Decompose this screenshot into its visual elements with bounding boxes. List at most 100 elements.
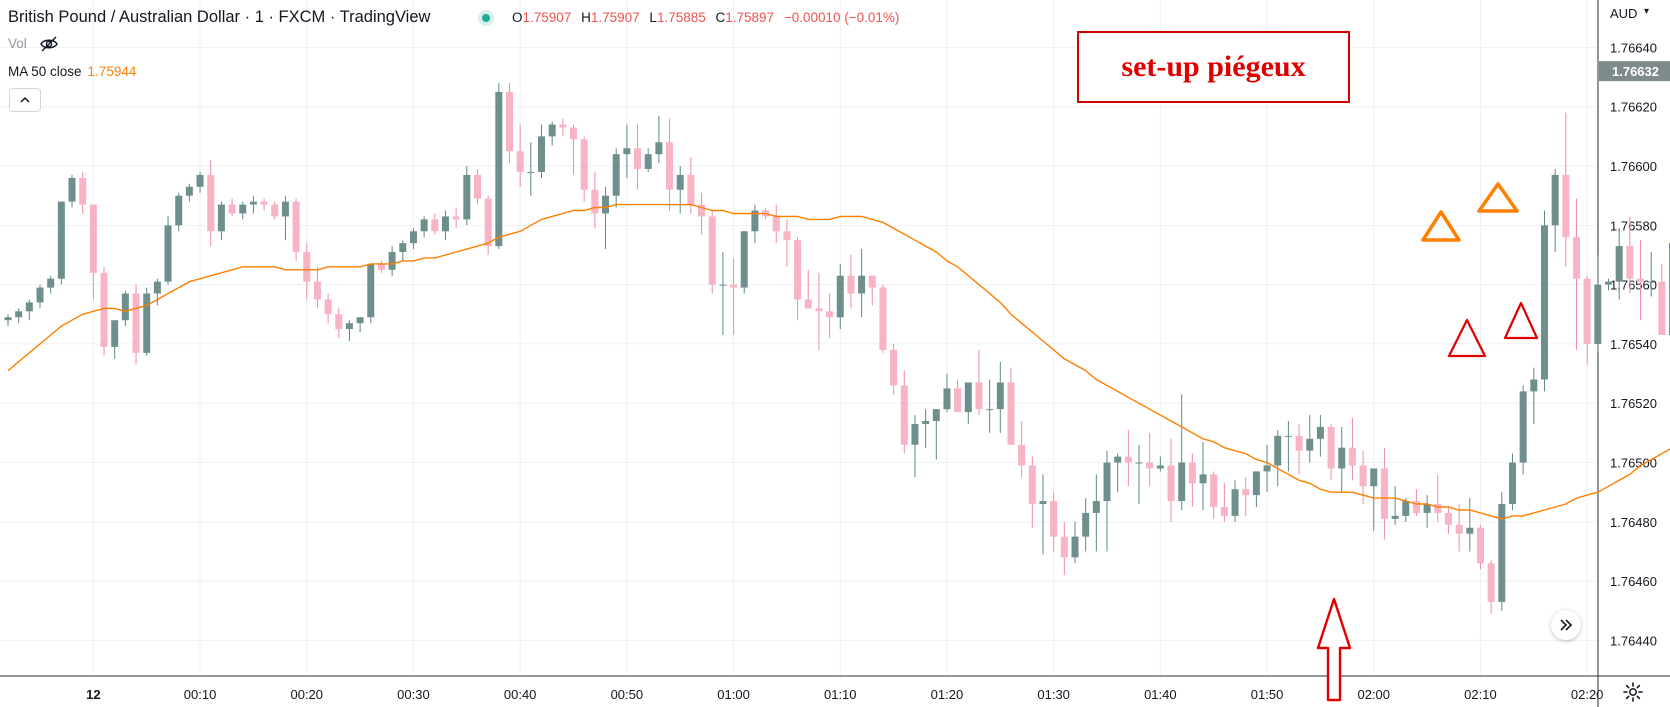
current-price-label: 1.76632	[1612, 64, 1659, 79]
candle-body	[111, 320, 119, 347]
currency-dropdown-icon[interactable]: ▾	[1644, 6, 1650, 17]
candle-body	[239, 204, 247, 214]
candle-body	[804, 299, 812, 309]
ma-indicator-legend[interactable]: MA 50 close 1.75944	[8, 64, 136, 79]
candle-body	[271, 204, 279, 217]
time-tick-label: 02:20	[1571, 687, 1604, 702]
candle-body	[1519, 391, 1527, 463]
candle-body	[15, 311, 23, 318]
candle-body	[826, 311, 834, 318]
hidden-eye-icon[interactable]	[39, 35, 59, 53]
candle-body	[1295, 435, 1303, 451]
time-tick-label: 00:30	[397, 687, 430, 702]
candle-body	[1018, 444, 1026, 466]
candle-body	[623, 148, 631, 155]
candle-body	[1605, 281, 1612, 285]
candle-body	[1039, 501, 1047, 505]
candle-body	[388, 252, 396, 270]
candle-body	[441, 216, 449, 232]
price-tick-label: 1.76520	[1610, 396, 1657, 411]
candle-body	[420, 219, 428, 232]
candle-body	[1007, 382, 1015, 445]
candle-body	[4, 317, 12, 321]
candle-body	[335, 314, 343, 330]
candle-body	[730, 284, 738, 288]
candle-body	[196, 174, 204, 187]
price-tick-label: 1.76480	[1610, 515, 1657, 530]
price-tick-label: 1.76580	[1610, 218, 1657, 233]
candle-body	[1156, 465, 1164, 469]
candle-body	[538, 136, 545, 172]
time-tick-label: 01:40	[1144, 687, 1177, 702]
volume-indicator-label[interactable]: Vol	[8, 36, 27, 51]
candle-body	[634, 148, 642, 169]
candle-body	[57, 201, 65, 279]
candle-body	[217, 204, 225, 232]
legend-header: British Pound / Australian Dollar · 1 · …	[0, 0, 1595, 34]
candle-body	[580, 139, 588, 190]
candle-body	[1338, 447, 1346, 469]
candle-body	[68, 177, 76, 202]
candle-body	[1103, 462, 1111, 502]
candle-body	[1028, 465, 1036, 505]
annotation-text-box[interactable]: set-up piégeux	[1077, 31, 1350, 103]
candle-body	[324, 299, 332, 315]
candle-body	[1551, 174, 1559, 226]
time-tick-label: 02:00	[1357, 687, 1390, 702]
candle-body	[1220, 507, 1228, 516]
price-tick-label: 1.76540	[1610, 337, 1657, 352]
change-value: −0.00010 (−0.01%)	[783, 10, 900, 25]
candle-body	[922, 421, 930, 424]
candle-body	[1050, 501, 1058, 537]
candle-body	[1498, 504, 1506, 602]
candle-body	[1423, 504, 1431, 513]
scroll-to-realtime-button[interactable]	[1551, 610, 1581, 640]
candle-body	[345, 323, 353, 330]
candle-body	[943, 388, 951, 410]
collapse-legend-button[interactable]	[9, 88, 41, 112]
candle-body	[1348, 447, 1356, 466]
candle-body	[1316, 426, 1324, 439]
double-chevron-right-icon	[1560, 619, 1573, 631]
symbol-title[interactable]: British Pound / Australian Dollar · 1 · …	[8, 8, 431, 26]
candle-body	[260, 201, 268, 205]
candle-body	[132, 293, 140, 353]
candle-body	[847, 275, 855, 294]
candle-body	[463, 174, 471, 220]
currency-label[interactable]: AUD	[1610, 6, 1638, 21]
candle-body	[175, 195, 183, 226]
candle-body	[1562, 174, 1570, 238]
market-status-icon[interactable]	[478, 10, 494, 26]
candle-body	[644, 154, 652, 169]
candle-body	[1402, 501, 1410, 516]
candle-body	[431, 219, 439, 232]
candle-body	[1444, 512, 1452, 525]
candle-body	[911, 423, 919, 445]
red-triangle-marker	[1503, 301, 1539, 340]
candle-body	[1252, 471, 1260, 496]
chevron-up-icon	[20, 96, 30, 103]
candle-body	[313, 281, 321, 300]
low-value: 1.75885	[656, 10, 706, 25]
current-price-tag	[1599, 61, 1670, 82]
candle-body	[1082, 512, 1090, 537]
candle-body	[1359, 465, 1367, 487]
time-tick-label: 00:50	[611, 687, 644, 702]
candle-body	[79, 177, 87, 205]
candle-body	[591, 189, 599, 214]
time-tick-label: 02:10	[1464, 687, 1497, 702]
time-tick-label: 00:10	[184, 687, 217, 702]
candle-body	[36, 287, 44, 303]
time-tick-label: 12	[86, 687, 100, 702]
candle-body	[687, 174, 695, 205]
candle-body	[1487, 563, 1495, 602]
candle-body	[495, 91, 503, 247]
candle-body	[153, 281, 161, 294]
time-tick-label: 00:20	[290, 687, 323, 702]
candle-body	[1263, 465, 1271, 472]
settings-gear-icon[interactable]	[1621, 680, 1645, 704]
candle-body	[516, 151, 524, 172]
candle-body	[1434, 504, 1442, 513]
